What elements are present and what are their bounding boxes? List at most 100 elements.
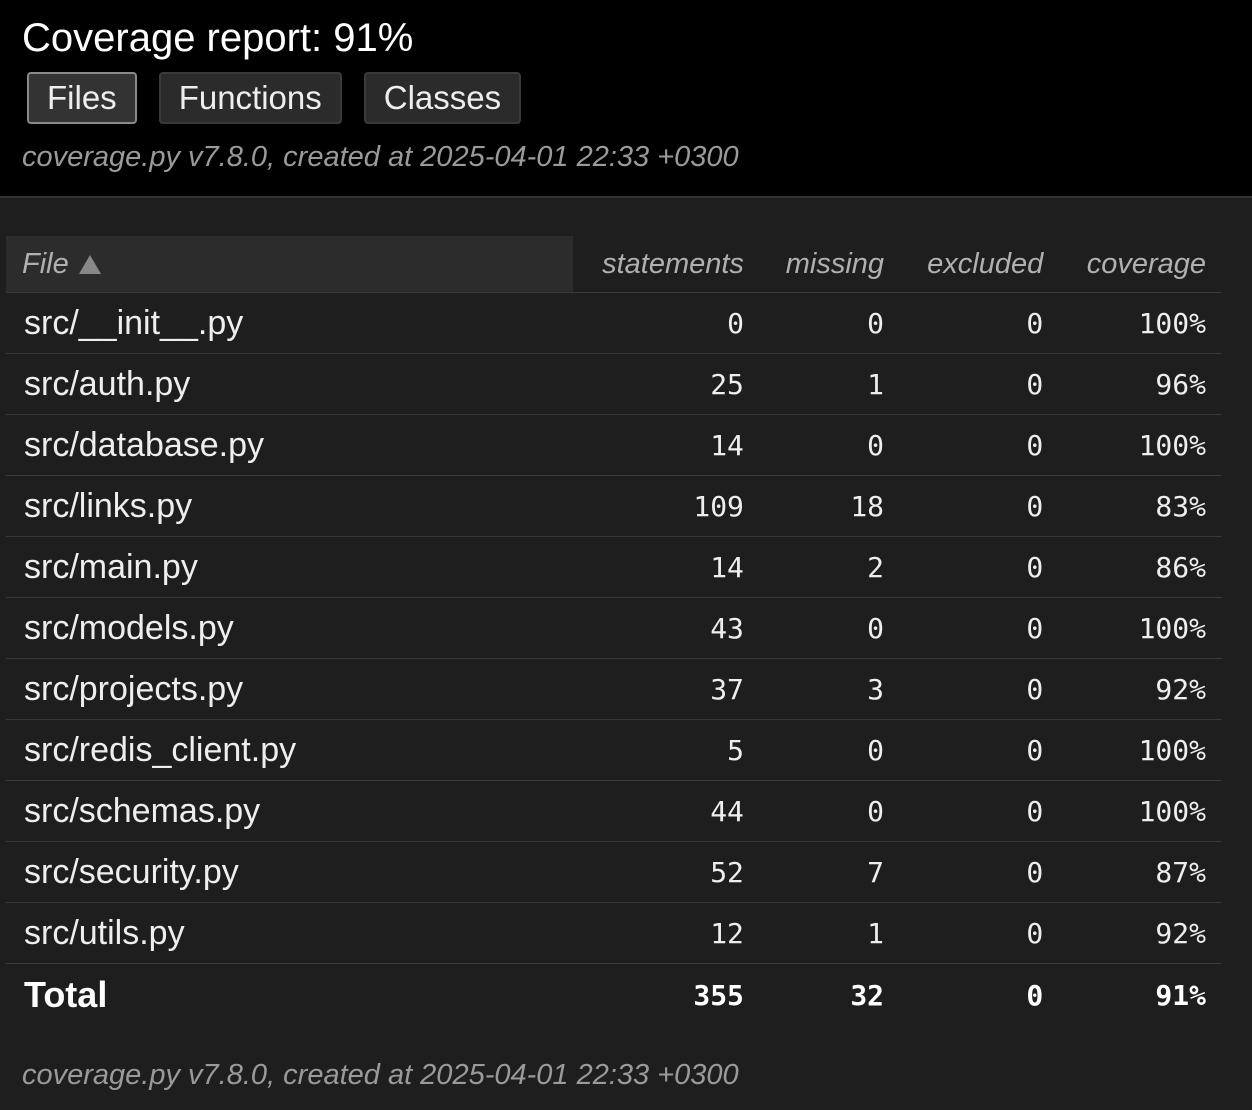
excluded-cell: 0 xyxy=(900,902,1060,964)
column-header-file-label: File xyxy=(22,247,69,280)
sort-ascending-icon xyxy=(78,254,101,274)
column-header-excluded[interactable]: excluded xyxy=(900,236,1060,293)
file-name-cell: src/auth.py xyxy=(6,353,573,415)
header-meta: coverage.py v7.8.0, created at 2025-04-0… xyxy=(22,141,739,173)
table-row: src/projects.py 37 3 0 92% xyxy=(6,658,1222,720)
missing-cell: 0 xyxy=(759,780,901,842)
excluded-cell: 0 xyxy=(900,780,1060,842)
table-body: src/__init__.py 0 0 0 100% src/auth.py 25 1 0 96%… xyxy=(6,292,1222,964)
header-row: File statements missing excluded coverag… xyxy=(6,236,1222,293)
missing-cell: 18 xyxy=(759,475,901,537)
table-header: File statements missing excluded coverag… xyxy=(6,236,1222,293)
table-row: src/schemas.py 44 0 0 100% xyxy=(6,780,1222,842)
statements-cell: 0 xyxy=(573,292,760,354)
file-link[interactable]: src/schemas.py xyxy=(24,791,261,830)
missing-cell: 0 xyxy=(759,292,901,354)
file-name-cell: src/main.py xyxy=(6,536,573,598)
missing-cell: 1 xyxy=(759,902,901,964)
coverage-cell: 100% xyxy=(1059,292,1222,354)
coverage-cell: 100% xyxy=(1059,597,1222,659)
excluded-cell: 0 xyxy=(900,658,1060,720)
excluded-cell: 0 xyxy=(900,414,1060,476)
table-row: src/__init__.py 0 0 0 100% xyxy=(6,292,1222,354)
report-header: Coverage report: 91% Files Functions Cla… xyxy=(0,0,1252,198)
total-row: Total 355 32 0 91% xyxy=(6,964,1222,1027)
table-row: src/database.py 14 0 0 100% xyxy=(6,414,1222,476)
coverage-cell: 92% xyxy=(1059,658,1222,720)
table-footer: Total 355 32 0 91% xyxy=(6,964,1222,1027)
file-name-cell: src/schemas.py xyxy=(6,780,573,842)
file-name-cell: src/utils.py xyxy=(6,902,573,964)
missing-cell: 1 xyxy=(759,353,901,415)
coverage-table: File statements missing excluded coverag… xyxy=(6,236,1222,1026)
tab-classes[interactable]: Classes xyxy=(363,72,522,124)
missing-cell: 2 xyxy=(759,536,901,598)
file-name-cell: src/links.py xyxy=(6,475,573,537)
missing-cell: 7 xyxy=(759,841,901,903)
table-row: src/redis_client.py 5 0 0 100% xyxy=(6,719,1222,781)
coverage-cell: 100% xyxy=(1059,719,1222,781)
table-row: src/links.py 109 18 0 83% xyxy=(6,475,1222,537)
statements-cell: 44 xyxy=(573,780,760,842)
file-link[interactable]: src/__init__.py xyxy=(24,303,244,342)
missing-cell: 0 xyxy=(759,719,901,781)
view-tabs: Files Functions Classes xyxy=(27,72,543,124)
coverage-cell: 92% xyxy=(1059,902,1222,964)
statements-cell: 109 xyxy=(573,475,760,537)
coverage-cell: 86% xyxy=(1059,536,1222,598)
missing-cell: 0 xyxy=(759,414,901,476)
statements-cell: 25 xyxy=(573,353,760,415)
footer-meta: coverage.py v7.8.0, created at 2025-04-0… xyxy=(22,1059,739,1091)
statements-cell: 37 xyxy=(573,658,760,720)
tab-files[interactable]: Files xyxy=(27,72,137,124)
column-header-statements[interactable]: statements xyxy=(573,236,760,293)
column-header-file[interactable]: File xyxy=(6,236,573,293)
file-link[interactable]: src/redis_client.py xyxy=(24,730,297,769)
file-link[interactable]: src/utils.py xyxy=(24,913,185,952)
total-missing: 32 xyxy=(850,978,885,1012)
table-row: src/security.py 52 7 0 87% xyxy=(6,841,1222,903)
file-link[interactable]: src/links.py xyxy=(24,486,193,525)
excluded-cell: 0 xyxy=(900,841,1060,903)
file-link[interactable]: src/projects.py xyxy=(24,669,244,708)
coverage-cell: 96% xyxy=(1059,353,1222,415)
excluded-cell: 0 xyxy=(900,353,1060,415)
file-link[interactable]: src/models.py xyxy=(24,608,234,647)
tab-functions[interactable]: Functions xyxy=(158,72,342,124)
column-header-coverage[interactable]: coverage xyxy=(1059,236,1222,293)
excluded-cell: 0 xyxy=(900,475,1060,537)
file-name-cell: src/__init__.py xyxy=(6,292,573,354)
table-row: src/main.py 14 2 0 86% xyxy=(6,536,1222,598)
total-excluded: 0 xyxy=(1026,978,1044,1012)
file-link[interactable]: src/auth.py xyxy=(24,364,191,403)
table-row: src/utils.py 12 1 0 92% xyxy=(6,902,1222,964)
statements-cell: 5 xyxy=(573,719,760,781)
excluded-cell: 0 xyxy=(900,597,1060,659)
file-name-cell: src/models.py xyxy=(6,597,573,659)
statements-cell: 43 xyxy=(573,597,760,659)
missing-cell: 0 xyxy=(759,597,901,659)
coverage-cell: 100% xyxy=(1059,780,1222,842)
statements-cell: 14 xyxy=(573,414,760,476)
total-statements: 355 xyxy=(693,978,744,1012)
total-label: Total xyxy=(24,974,108,1015)
table-row: src/models.py 43 0 0 100% xyxy=(6,597,1222,659)
file-name-cell: src/redis_client.py xyxy=(6,719,573,781)
coverage-cell: 83% xyxy=(1059,475,1222,537)
statements-cell: 14 xyxy=(573,536,760,598)
statements-cell: 12 xyxy=(573,902,760,964)
file-name-cell: src/database.py xyxy=(6,414,573,476)
file-link[interactable]: src/security.py xyxy=(24,852,239,891)
file-link[interactable]: src/main.py xyxy=(24,547,198,586)
column-header-missing[interactable]: missing xyxy=(759,236,901,293)
table-row: src/auth.py 25 1 0 96% xyxy=(6,353,1222,415)
statements-cell: 52 xyxy=(573,841,760,903)
file-link[interactable]: src/database.py xyxy=(24,425,265,464)
coverage-cell: 87% xyxy=(1059,841,1222,903)
total-coverage: 91% xyxy=(1155,978,1206,1012)
page-title: Coverage report: 91% xyxy=(22,16,414,60)
file-name-cell: src/projects.py xyxy=(6,658,573,720)
file-name-cell: src/security.py xyxy=(6,841,573,903)
excluded-cell: 0 xyxy=(900,719,1060,781)
coverage-cell: 100% xyxy=(1059,414,1222,476)
